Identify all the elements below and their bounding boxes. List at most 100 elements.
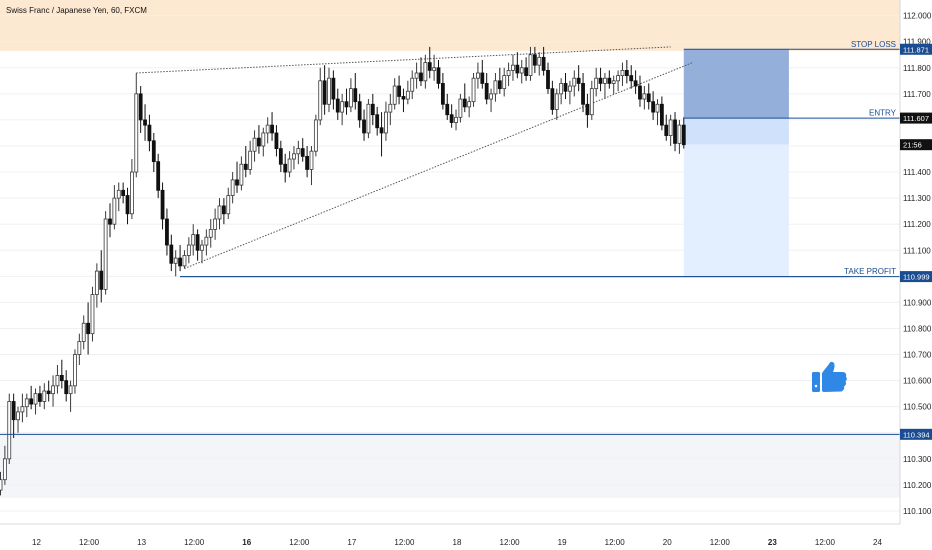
candle-body — [2, 458, 7, 481]
candle-body — [559, 83, 564, 95]
time-tick-label: 20 — [663, 538, 672, 547]
candle-body — [173, 257, 178, 264]
candle-body — [611, 80, 616, 84]
candle-body — [112, 197, 117, 225]
candle-body — [195, 234, 200, 251]
candle-body — [99, 270, 104, 290]
candle-body — [655, 103, 660, 113]
candle-body — [77, 341, 82, 355]
price-tick-label: 110.700 — [903, 351, 932, 360]
candle-body — [454, 116, 458, 123]
candle-body — [607, 77, 612, 84]
candle-body — [664, 124, 669, 136]
candle-body — [366, 103, 371, 134]
candle-body — [436, 67, 441, 84]
candle-body — [156, 161, 161, 191]
candle-body — [405, 90, 410, 100]
time-tick-label: 12:00 — [605, 538, 626, 547]
current-price-badge — [900, 139, 932, 151]
candle-body — [348, 88, 353, 108]
candle-body — [51, 385, 55, 395]
candle-body — [86, 322, 90, 335]
candle-body — [270, 124, 274, 134]
candle-body — [493, 80, 498, 95]
candle-body — [502, 75, 507, 90]
candle-body — [178, 257, 182, 267]
candle-body — [681, 124, 686, 146]
entry-label: ENTRY — [869, 109, 897, 118]
price-tick-label: 110.800 — [903, 324, 932, 333]
time-tick-label: 18 — [453, 538, 462, 547]
time-tick-label: 12:00 — [289, 538, 310, 547]
chart-title: Swiss Franc / Japanese Yen, 60, FXCM — [6, 6, 147, 15]
candle-body — [489, 93, 493, 100]
candle-body — [217, 205, 222, 220]
resistance-zone — [0, 0, 900, 51]
candle-body — [134, 93, 139, 173]
candle-body — [476, 72, 480, 79]
candle-body — [300, 148, 305, 157]
price-axis[interactable]: 112.000111.900111.800111.700111.600111.5… — [899, 0, 932, 550]
candle-body — [103, 218, 108, 290]
candle-body — [296, 148, 301, 155]
zones-layer — [0, 0, 900, 498]
candle-body — [620, 69, 625, 77]
candle-body — [283, 163, 288, 173]
candle-body — [659, 103, 664, 126]
candle-body — [287, 158, 292, 173]
level-lines-layer: STOP LOSS ENTRY TAKE PROFIT — [0, 40, 900, 435]
time-axis-background — [0, 524, 932, 550]
time-axis[interactable]: 12 12:00 13 12:00 16 12:00 17 12:00 18 12:00 19 12:… — [0, 523, 932, 550]
candle-body — [20, 406, 25, 413]
time-tick-label: 12:00 — [815, 538, 836, 547]
candle-body — [38, 393, 42, 402]
candle-body — [353, 88, 358, 103]
candle-body — [204, 236, 209, 246]
candle-body — [563, 83, 568, 92]
candle-body — [129, 171, 134, 215]
candle-body — [327, 77, 331, 105]
price-tick-label: 110.200 — [903, 481, 932, 490]
candle-body — [462, 98, 467, 108]
candle-body — [68, 385, 73, 395]
candle-body — [419, 72, 423, 82]
candle-body — [397, 85, 401, 97]
risk-box — [683, 49, 789, 119]
candle-body — [278, 148, 283, 165]
candle-body — [638, 85, 642, 100]
reward-box — [683, 144, 789, 277]
candle-body — [528, 54, 533, 77]
candle-body — [633, 80, 638, 87]
candle-body — [313, 119, 318, 152]
candle-body — [55, 375, 60, 387]
candle-body — [511, 64, 515, 71]
candle-body — [546, 69, 550, 90]
candle-body — [248, 150, 253, 170]
candle-body — [629, 75, 634, 82]
candle-body — [581, 83, 585, 105]
price-tick-label: 110.300 — [903, 455, 932, 464]
price-tick-label: 111.100 — [903, 246, 931, 255]
trendline-upper — [136, 46, 671, 74]
candle-body — [340, 101, 345, 113]
candle-body — [568, 85, 572, 92]
price-tick-label: 111.300 — [903, 194, 931, 203]
candle-body — [677, 124, 682, 144]
candle-body — [524, 67, 528, 77]
candle-body — [169, 244, 174, 264]
price-tick-label: 110.100 — [903, 507, 932, 516]
price-tick-label: 111.700 — [903, 90, 931, 99]
candle-body — [257, 137, 261, 147]
open-profit-box — [683, 118, 789, 145]
candle-body — [151, 140, 156, 163]
candle-body — [318, 80, 323, 121]
current-price-badge-text: 21:56 — [903, 141, 922, 150]
candle-body — [125, 195, 130, 215]
candle-body — [506, 69, 511, 77]
candle-body — [603, 77, 607, 84]
candle-body — [589, 88, 594, 116]
candle-body — [243, 163, 248, 170]
candle-body — [410, 77, 415, 92]
candle-body — [646, 93, 651, 103]
